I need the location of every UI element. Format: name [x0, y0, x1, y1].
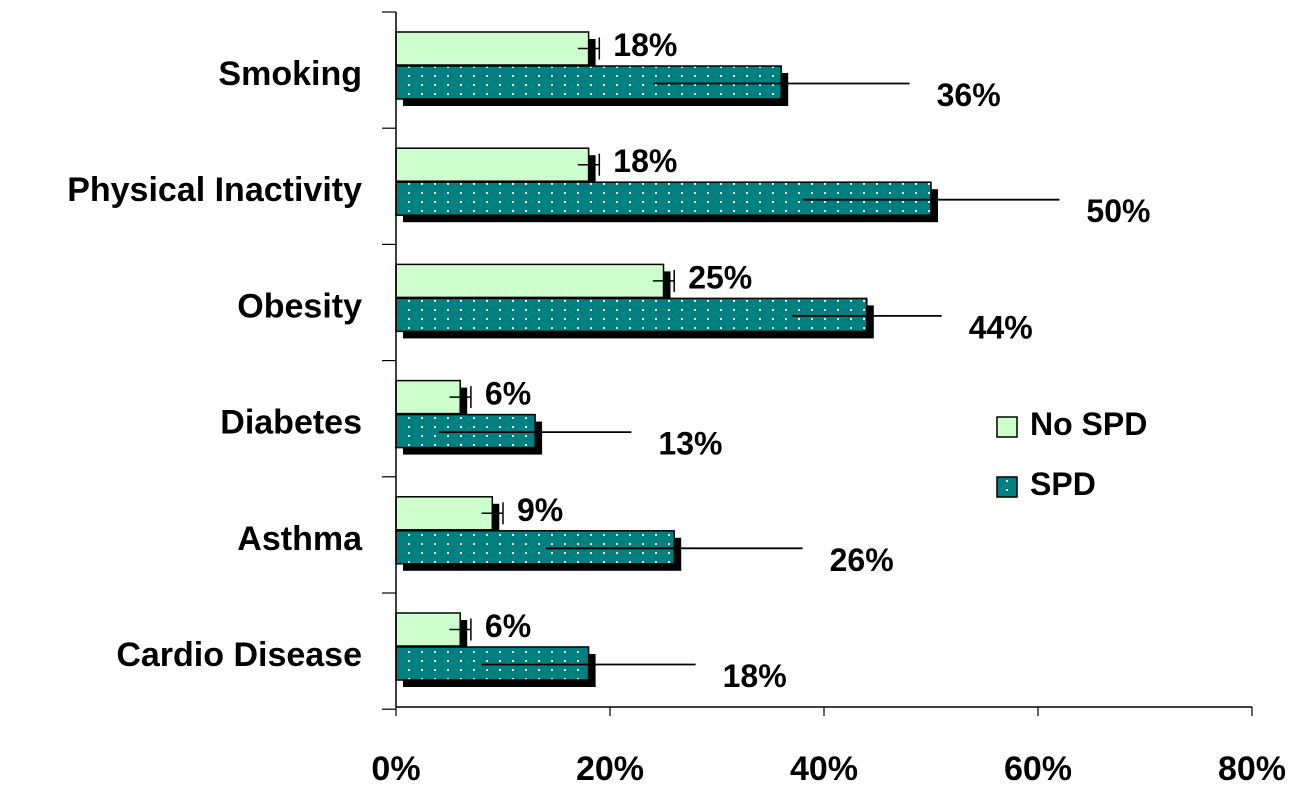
x-tick-label: 20% — [576, 750, 644, 781]
bar-spd-diabetes — [395, 413, 536, 449]
category-label-physical-inactivity: Physical Inactivity — [67, 171, 362, 209]
data-label-no-spd-smoking: 18% — [613, 27, 677, 63]
legend-swatch-spd — [996, 476, 1018, 498]
bar-spd-obesity — [395, 297, 868, 333]
data-label-spd-smoking: 36% — [937, 77, 1001, 113]
bar-spd-smoking — [395, 65, 782, 100]
data-label-spd-obesity: 44% — [969, 309, 1033, 345]
category-label-diabetes: Diabetes — [220, 404, 362, 442]
category-label-cardio-disease: Cardio Disease — [116, 636, 362, 674]
x-tick-label: 0% — [371, 750, 420, 781]
data-label-no-spd-asthma: 9% — [517, 492, 563, 528]
bar-spd-asthma — [395, 530, 675, 565]
category-label-asthma: Asthma — [237, 520, 363, 558]
data-label-no-spd-obesity: 25% — [688, 259, 752, 295]
legend-label-spd: SPD — [1030, 466, 1096, 502]
data-label-spd-asthma: 26% — [830, 542, 894, 578]
category-label-smoking: Smoking — [218, 55, 362, 93]
x-tick-label: 60% — [1004, 750, 1072, 781]
x-tick-label: 40% — [790, 750, 858, 781]
data-label-spd-cardio-disease: 18% — [723, 658, 787, 694]
legend-label-no-spd: No SPD — [1030, 406, 1147, 442]
data-label-spd-physical-inactivity: 50% — [1086, 193, 1150, 229]
bar-no-spd-physical-inactivity — [395, 147, 590, 182]
bar-no-spd-smoking — [395, 31, 590, 66]
bar-no-spd-obesity — [395, 263, 665, 299]
data-label-no-spd-cardio-disease: 6% — [485, 608, 531, 644]
x-tick-label: 80% — [1218, 750, 1286, 781]
bar-spd-cardio-disease — [395, 646, 590, 681]
bar-no-spd-asthma — [395, 496, 494, 531]
legend-swatch-no-spd — [996, 416, 1018, 438]
data-label-spd-diabetes: 13% — [658, 426, 722, 462]
bar-spd-physical-inactivity — [395, 181, 932, 216]
data-label-no-spd-diabetes: 6% — [485, 376, 531, 412]
data-label-no-spd-physical-inactivity: 18% — [613, 143, 677, 179]
category-label-obesity: Obesity — [237, 287, 362, 325]
